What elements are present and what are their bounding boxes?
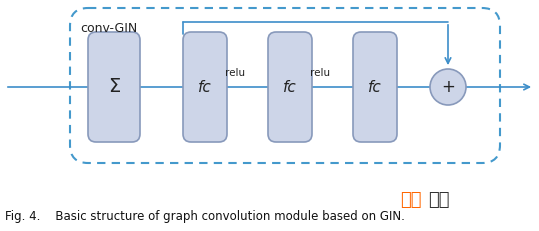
FancyBboxPatch shape: [88, 32, 140, 142]
Text: Fig. 4.    Basic structure of graph convolution module based on GIN.: Fig. 4. Basic structure of graph convolu…: [5, 210, 405, 223]
Text: conv-GIN: conv-GIN: [80, 22, 137, 35]
Text: fc: fc: [368, 79, 382, 94]
FancyBboxPatch shape: [353, 32, 397, 142]
FancyBboxPatch shape: [183, 32, 227, 142]
Text: 吉林: 吉林: [400, 191, 421, 209]
Text: relu: relu: [225, 68, 245, 78]
Text: +: +: [441, 78, 455, 96]
Text: Σ: Σ: [108, 77, 120, 97]
Text: fc: fc: [198, 79, 212, 94]
Text: relu: relu: [310, 68, 330, 78]
Circle shape: [430, 69, 466, 105]
Text: fc: fc: [283, 79, 297, 94]
Text: 龙网: 龙网: [428, 191, 450, 209]
FancyBboxPatch shape: [268, 32, 312, 142]
